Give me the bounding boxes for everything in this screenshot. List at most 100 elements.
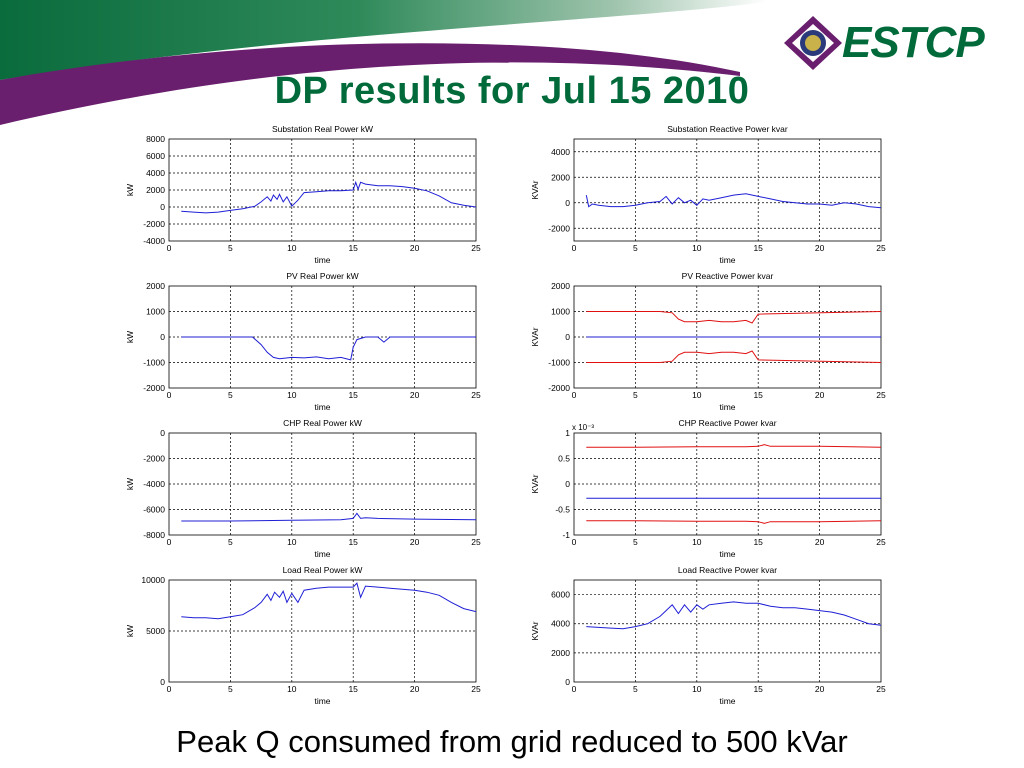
y-tick-label: -4000: [143, 236, 165, 246]
x-tick-label: 20: [410, 390, 420, 400]
x-tick-label: 25: [876, 390, 886, 400]
x-tick-label: 10: [692, 537, 702, 547]
x-tick-label: 25: [471, 243, 481, 253]
chart-title: PV Reactive Power kvar: [682, 271, 774, 281]
y-tick-label: 0: [160, 332, 165, 342]
y-tick-label: 4000: [551, 619, 570, 629]
chart-7: 0 5 10 15 20 25 0 5000 10000 Load Real Power kW ti…: [125, 565, 481, 706]
y-tick-label: 0: [160, 428, 165, 438]
x-tick-label: 20: [410, 243, 420, 253]
y-tick-label: -4000: [143, 479, 165, 489]
x-tick-label: 20: [410, 537, 420, 547]
x-tick-label: 0: [572, 243, 577, 253]
x-tick-label: 25: [471, 537, 481, 547]
y-tick-label: 1000: [551, 307, 570, 317]
x-tick-label: 5: [228, 390, 233, 400]
y-tick-label: -2000: [548, 223, 570, 233]
plot-area: [573, 138, 882, 242]
y-tick-label: -8000: [143, 530, 165, 540]
x-tick-label: 25: [876, 537, 886, 547]
x-tick-label: 20: [410, 684, 420, 694]
series-line-1: [181, 336, 476, 361]
x-tick-label: 10: [287, 537, 297, 547]
seal-icon: [784, 16, 842, 70]
x-tick-label: 15: [753, 684, 763, 694]
y-tick-label: -2000: [143, 383, 165, 393]
x-tick-label: 15: [348, 390, 358, 400]
y-scale-note: x 10⁻³: [572, 423, 594, 432]
y-tick-label: 1: [565, 428, 570, 438]
chart-title: Load Reactive Power kvar: [678, 565, 777, 575]
x-axis-label: time: [719, 255, 735, 265]
chart-title: CHP Real Power kW: [283, 418, 362, 428]
x-tick-label: 5: [633, 243, 638, 253]
x-tick-label: 20: [815, 537, 825, 547]
x-tick-label: 0: [167, 390, 172, 400]
x-tick-label: 0: [167, 537, 172, 547]
chart-title: Load Real Power kW: [283, 565, 363, 575]
x-tick-label: 15: [753, 390, 763, 400]
series-line-3: [586, 350, 882, 363]
y-tick-label: 2000: [551, 172, 570, 182]
chart-5: 0 5 10 15 20 25 -8000 -6000 -4000 -2000 0 CHP Real …: [125, 418, 481, 559]
y-tick-label: -6000: [143, 505, 165, 515]
x-axis-label: time: [719, 402, 735, 412]
y-tick-label: 2000: [551, 648, 570, 658]
chart-8: 0 5 10 15 20 25 0 2000 4000 6000 Load Reactive Pow…: [530, 565, 886, 706]
y-tick-label: -2000: [143, 454, 165, 464]
x-tick-label: 5: [228, 684, 233, 694]
chart-title: CHP Reactive Power kvar: [678, 418, 776, 428]
x-tick-label: 15: [348, 684, 358, 694]
y-tick-label: 0: [565, 479, 570, 489]
series-line-1: [586, 444, 882, 448]
y-tick-label: -1: [562, 530, 570, 540]
y-tick-label: -0.5: [555, 505, 570, 515]
x-tick-label: 10: [287, 684, 297, 694]
y-tick-label: 2000: [551, 281, 570, 291]
estcp-logo: [778, 12, 998, 74]
series-line-1: [586, 311, 882, 324]
x-tick-label: 10: [692, 684, 702, 694]
x-tick-label: 25: [471, 390, 481, 400]
series-line-1: [181, 582, 477, 620]
series-line-1: [181, 512, 477, 522]
x-tick-label: 10: [692, 390, 702, 400]
series-line-1: [585, 193, 882, 209]
x-tick-label: 10: [692, 243, 702, 253]
x-tick-label: 0: [167, 243, 172, 253]
x-tick-label: 15: [753, 537, 763, 547]
x-tick-label: 5: [228, 243, 233, 253]
y-axis-label: KVAr: [530, 621, 540, 640]
x-tick-label: 15: [348, 243, 358, 253]
plot-area: [573, 579, 882, 683]
x-tick-label: 0: [572, 390, 577, 400]
y-tick-label: -2000: [143, 219, 165, 229]
x-axis-label: time: [314, 696, 330, 706]
x-tick-label: 25: [876, 243, 886, 253]
y-axis-label: kW: [125, 184, 135, 196]
slide-title: DP results for Jul 15 2010: [274, 70, 750, 112]
y-tick-label: 2000: [146, 281, 165, 291]
series-line-1: [181, 180, 477, 214]
y-axis-label: kW: [125, 625, 135, 637]
x-tick-label: 5: [633, 537, 638, 547]
x-tick-label: 15: [348, 537, 358, 547]
chart-4: 0 5 10 15 20 25 -2000 -1000 0 1000 2000 PV Reactive…: [530, 271, 886, 412]
x-tick-label: 0: [572, 684, 577, 694]
y-tick-label: 6000: [146, 151, 165, 161]
y-tick-label: 0: [565, 198, 570, 208]
title-banner: [0, 0, 1024, 125]
y-tick-label: 8000: [146, 134, 165, 144]
x-tick-label: 5: [633, 390, 638, 400]
y-tick-label: 4000: [146, 168, 165, 178]
x-tick-label: 20: [815, 243, 825, 253]
y-tick-label: -1000: [143, 358, 165, 368]
y-tick-label: 5000: [146, 626, 165, 636]
x-axis-label: time: [314, 549, 330, 559]
x-tick-label: 5: [633, 684, 638, 694]
chart-title: PV Real Power kW: [286, 271, 358, 281]
y-axis-label: kW: [125, 331, 135, 343]
y-tick-label: 0: [160, 677, 165, 687]
